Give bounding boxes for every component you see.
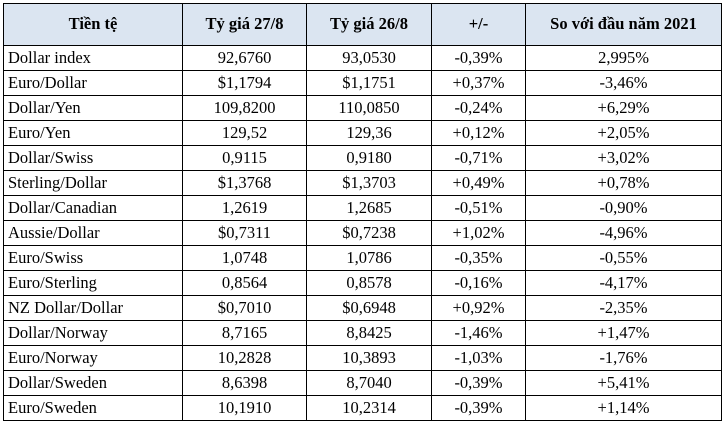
- table-row: Dollar/Sweden 8,6398 8,7040 -0,39% +5,41%: [3, 370, 722, 396]
- change-cell: +0,12%: [431, 120, 526, 146]
- header-row: Tiền tệ Tỷ giá 27/8 Tỷ giá 26/8 +/- So v…: [3, 3, 722, 46]
- change-cell: -0,39%: [431, 370, 526, 396]
- rate-26-8-cell: 1,2685: [306, 195, 432, 221]
- table-row: Dollar/Yen 109,8200 110,0850 -0,24% +6,29%: [3, 95, 722, 121]
- ytd-change-cell: -4,17%: [525, 270, 722, 296]
- change-cell: -0,39%: [431, 395, 526, 421]
- table-row: Aussie/Dollar $0,7311 $0,7238 +1,02% -4,96%: [3, 220, 722, 246]
- rate-26-8-cell: $1,3703: [306, 170, 432, 196]
- table-row: Euro/Swiss 1,0748 1,0786 -0,35% -0,55%: [3, 245, 722, 271]
- ytd-change-cell: +1,47%: [525, 320, 722, 346]
- rate-27-8-cell: 1,0748: [182, 245, 307, 271]
- header-currency: Tiền tệ: [3, 3, 183, 46]
- ytd-change-cell: -0,90%: [525, 195, 722, 221]
- rate-27-8-cell: $1,3768: [182, 170, 307, 196]
- rate-26-8-cell: 110,0850: [306, 95, 432, 121]
- currency-cell: NZ Dollar/Dollar: [3, 295, 183, 321]
- change-cell: -0,71%: [431, 145, 526, 171]
- ytd-change-cell: 2,995%: [525, 45, 722, 71]
- rate-26-8-cell: 129,36: [306, 120, 432, 146]
- change-cell: +0,37%: [431, 70, 526, 96]
- ytd-change-cell: +1,14%: [525, 395, 722, 421]
- rate-27-8-cell: 109,8200: [182, 95, 307, 121]
- currency-cell: Dollar/Norway: [3, 320, 183, 346]
- ytd-change-cell: -1,76%: [525, 345, 722, 371]
- rate-27-8-cell: 8,7165: [182, 320, 307, 346]
- currency-cell: Euro/Yen: [3, 120, 183, 146]
- table-row: Euro/Dollar $1,1794 $1,1751 +0,37% -3,46%: [3, 70, 722, 96]
- change-cell: -0,51%: [431, 195, 526, 221]
- rate-26-8-cell: 0,9180: [306, 145, 432, 171]
- change-cell: +0,49%: [431, 170, 526, 196]
- table-row: Dollar/Canadian 1,2619 1,2685 -0,51% -0,90%: [3, 195, 722, 221]
- change-cell: -1,46%: [431, 320, 526, 346]
- table-row: Euro/Sterling 0,8564 0,8578 -0,16% -4,17%: [3, 270, 722, 296]
- table-row: NZ Dollar/Dollar $0,7010 $0,6948 +0,92% -2,3…: [3, 295, 722, 321]
- table-row: Dollar index 92,6760 93,0530 -0,39% 2,995%: [3, 45, 722, 71]
- currency-cell: Sterling/Dollar: [3, 170, 183, 196]
- table-row: Sterling/Dollar $1,3768 $1,3703 +0,49% +0,78…: [3, 170, 722, 196]
- currency-cell: Aussie/Dollar: [3, 220, 183, 246]
- change-cell: -0,16%: [431, 270, 526, 296]
- currency-cell: Euro/Sweden: [3, 395, 183, 421]
- ytd-change-cell: -3,46%: [525, 70, 722, 96]
- rate-26-8-cell: $0,6948: [306, 295, 432, 321]
- header-change: +/-: [431, 3, 526, 46]
- rate-26-8-cell: 8,7040: [306, 370, 432, 396]
- ytd-change-cell: +0,78%: [525, 170, 722, 196]
- currency-cell: Dollar/Swiss: [3, 145, 183, 171]
- rate-27-8-cell: 0,9115: [182, 145, 307, 171]
- change-cell: +0,92%: [431, 295, 526, 321]
- header-rate-26-8: Tỷ giá 26/8: [306, 3, 432, 46]
- ytd-change-cell: +3,02%: [525, 145, 722, 171]
- rate-26-8-cell: 8,8425: [306, 320, 432, 346]
- rate-27-8-cell: 129,52: [182, 120, 307, 146]
- currency-cell: Dollar/Sweden: [3, 370, 183, 396]
- change-cell: +1,02%: [431, 220, 526, 246]
- table-row: Dollar/Norway 8,7165 8,8425 -1,46% +1,47%: [3, 320, 722, 346]
- currency-cell: Euro/Sterling: [3, 270, 183, 296]
- rate-26-8-cell: $0,7238: [306, 220, 432, 246]
- change-cell: -0,39%: [431, 45, 526, 71]
- ytd-change-cell: +6,29%: [525, 95, 722, 121]
- currency-cell: Euro/Dollar: [3, 70, 183, 96]
- header-rate-27-8: Tỷ giá 27/8: [182, 3, 307, 46]
- ytd-change-cell: -4,96%: [525, 220, 722, 246]
- currency-cell: Dollar index: [3, 45, 183, 71]
- rate-26-8-cell: 93,0530: [306, 45, 432, 71]
- rate-26-8-cell: 10,3893: [306, 345, 432, 371]
- rate-27-8-cell: 10,2828: [182, 345, 307, 371]
- header-ytd-change: So với đầu năm 2021: [525, 3, 722, 46]
- table-body: Dollar index 92,6760 93,0530 -0,39% 2,995% Eu…: [3, 45, 722, 421]
- rate-27-8-cell: $0,7010: [182, 295, 307, 321]
- currency-cell: Dollar/Canadian: [3, 195, 183, 221]
- table-row: Euro/Sweden 10,1910 10,2314 -0,39% +1,14%: [3, 395, 722, 421]
- rate-26-8-cell: 0,8578: [306, 270, 432, 296]
- currency-cell: Dollar/Yen: [3, 95, 183, 121]
- table-row: Dollar/Swiss 0,9115 0,9180 -0,71% +3,02%: [3, 145, 722, 171]
- table-row: Euro/Yen 129,52 129,36 +0,12% +2,05%: [3, 120, 722, 146]
- table-row: Euro/Norway 10,2828 10,3893 -1,03% -1,76%: [3, 345, 722, 371]
- ytd-change-cell: -0,55%: [525, 245, 722, 271]
- rate-27-8-cell: $0,7311: [182, 220, 307, 246]
- rate-27-8-cell: 8,6398: [182, 370, 307, 396]
- ytd-change-cell: -2,35%: [525, 295, 722, 321]
- currency-cell: Euro/Norway: [3, 345, 183, 371]
- rate-27-8-cell: 1,2619: [182, 195, 307, 221]
- rate-27-8-cell: $1,1794: [182, 70, 307, 96]
- rate-26-8-cell: $1,1751: [306, 70, 432, 96]
- change-cell: -1,03%: [431, 345, 526, 371]
- rate-27-8-cell: 0,8564: [182, 270, 307, 296]
- rate-27-8-cell: 10,1910: [182, 395, 307, 421]
- currency-cell: Euro/Swiss: [3, 245, 183, 271]
- change-cell: -0,35%: [431, 245, 526, 271]
- rate-27-8-cell: 92,6760: [182, 45, 307, 71]
- change-cell: -0,24%: [431, 95, 526, 121]
- rate-26-8-cell: 1,0786: [306, 245, 432, 271]
- ytd-change-cell: +2,05%: [525, 120, 722, 146]
- ytd-change-cell: +5,41%: [525, 370, 722, 396]
- table-header: Tiền tệ Tỷ giá 27/8 Tỷ giá 26/8 +/- So v…: [3, 3, 722, 46]
- rate-26-8-cell: 10,2314: [306, 395, 432, 421]
- exchange-rate-table: Tiền tệ Tỷ giá 27/8 Tỷ giá 26/8 +/- So v…: [3, 3, 722, 421]
